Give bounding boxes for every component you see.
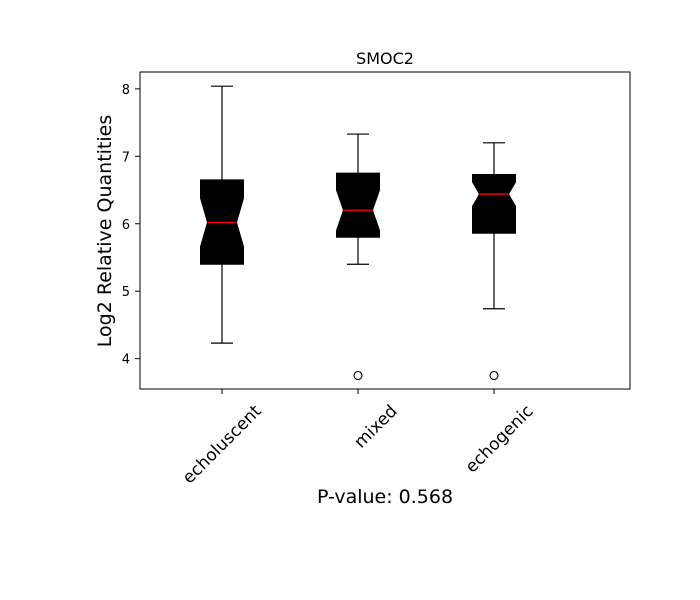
x-axis: echoluscent mixed echogenic xyxy=(179,389,538,488)
y-tick-label: 5 xyxy=(122,285,130,300)
notched-box xyxy=(472,174,516,234)
plot-area xyxy=(139,71,631,390)
y-tick-label: 6 xyxy=(122,218,130,233)
y-axis: 4 5 6 7 8 xyxy=(122,83,140,368)
outlier-point xyxy=(353,370,363,381)
box-mixed xyxy=(336,133,380,381)
y-tick-label: 8 xyxy=(122,83,130,98)
box-echogenic xyxy=(472,142,516,381)
chart-title: SMOC2 xyxy=(356,49,414,68)
boxes-group xyxy=(200,85,516,381)
x-tick-label: echoluscent xyxy=(179,401,266,488)
notched-box xyxy=(336,172,380,238)
x-tick-label: echogenic xyxy=(462,401,538,477)
box-echoluscent xyxy=(200,85,244,344)
x-tick-label: mixed xyxy=(351,401,402,452)
y-axis-label: Log2 Relative Quantities xyxy=(94,115,116,347)
p-value-label: P-value: 0.568 xyxy=(317,486,453,508)
outlier-point xyxy=(489,370,499,381)
y-tick-label: 7 xyxy=(122,150,130,165)
y-tick-label: 4 xyxy=(122,353,130,368)
